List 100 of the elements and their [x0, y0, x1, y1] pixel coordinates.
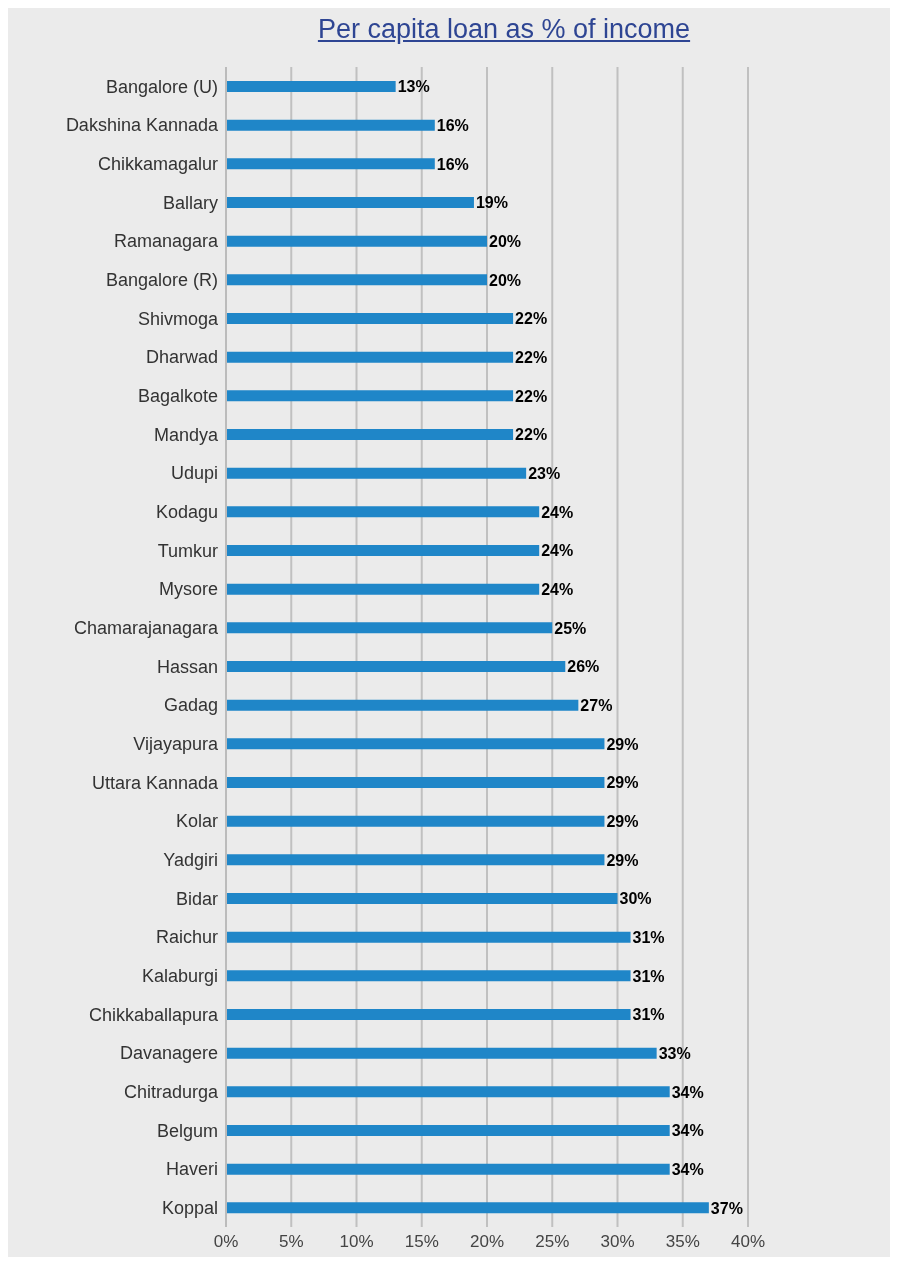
bar — [226, 429, 514, 440]
bar — [226, 158, 435, 170]
y-tick-label: Chitradurga — [123, 1082, 219, 1103]
data-label: 26% — [567, 658, 600, 676]
bar — [226, 931, 631, 943]
bar — [226, 815, 605, 827]
data-label: 25% — [554, 619, 587, 637]
y-tick-label: Chikkamagalur — [97, 154, 218, 175]
bar — [226, 738, 605, 750]
y-tick-label: Ramanagara — [113, 231, 219, 252]
data-label: 31% — [632, 928, 665, 946]
data-label: 29% — [606, 851, 639, 869]
data-label: 34% — [671, 1083, 704, 1101]
x-tick-label: 25% — [535, 1232, 570, 1252]
data-label: 22% — [515, 310, 548, 328]
data-label: 24% — [541, 580, 574, 598]
data-label: 27% — [580, 696, 613, 714]
data-label: 24% — [541, 542, 574, 560]
y-tick-label: Bagalkote — [137, 386, 218, 407]
bar — [226, 854, 605, 866]
bar — [226, 545, 540, 556]
bar — [226, 274, 487, 286]
bar — [226, 81, 396, 92]
y-tick-label: Kalaburgi — [141, 966, 218, 987]
bar — [226, 1086, 670, 1098]
y-tick-label: Chikkaballapura — [88, 1004, 219, 1025]
x-tick-label: 5% — [278, 1232, 304, 1252]
bar — [226, 351, 514, 363]
bar — [226, 893, 618, 904]
y-tick-label: Mandya — [153, 424, 219, 445]
y-tick-label: Uttara Kannada — [91, 772, 219, 793]
y-tick-label: Gadag — [163, 695, 218, 716]
bar — [226, 1202, 709, 1214]
y-tick-label: Koppal — [161, 1198, 218, 1219]
data-label: 22% — [515, 348, 548, 366]
bar — [226, 506, 540, 518]
x-tick-label: 10% — [339, 1232, 374, 1252]
x-tick-label: 15% — [404, 1232, 439, 1252]
data-label: 24% — [541, 503, 574, 521]
y-tick-label: Tumkur — [157, 540, 218, 561]
bar — [226, 622, 553, 634]
y-tick-label: Udupi — [170, 463, 218, 484]
bar — [226, 1047, 657, 1059]
x-tick-label: 30% — [600, 1232, 635, 1252]
data-label: 31% — [632, 1006, 665, 1024]
data-label: 30% — [619, 890, 652, 908]
bar — [226, 119, 435, 131]
chart-title: Per capita loan as % of income — [317, 14, 691, 44]
data-label: 33% — [658, 1044, 691, 1062]
y-tick-label: Vijayapura — [133, 734, 219, 755]
data-label: 31% — [632, 967, 665, 985]
bar — [226, 1009, 631, 1020]
data-label: 34% — [671, 1122, 704, 1140]
y-tick-label: Mysore — [158, 579, 218, 600]
data-label: 23% — [528, 464, 561, 482]
y-tick-label: Kolar — [175, 811, 218, 832]
data-label: 20% — [489, 271, 522, 289]
y-tick-label: Dakshina Kannada — [65, 115, 219, 136]
bar — [226, 699, 579, 711]
data-label: 16% — [436, 116, 469, 134]
bar — [226, 197, 474, 208]
y-tick-label: Raichur — [155, 927, 218, 948]
y-tick-label: Kodagu — [155, 502, 218, 523]
y-tick-label: Haveri — [165, 1159, 218, 1180]
y-tick-label: Bidar — [175, 888, 218, 909]
data-label: 29% — [606, 774, 639, 792]
data-label: 20% — [489, 232, 522, 250]
data-label: 22% — [515, 387, 548, 405]
data-label: 29% — [606, 735, 639, 753]
y-tick-label: Belgum — [156, 1120, 218, 1141]
data-label: 34% — [671, 1160, 704, 1178]
y-tick-label: Bangalore (U) — [105, 76, 218, 97]
y-tick-label: Hassan — [156, 656, 218, 677]
y-tick-label: Bangalore (R) — [105, 270, 218, 291]
y-tick-label: Yadgiri — [163, 850, 218, 871]
x-tick-label: 35% — [665, 1232, 700, 1252]
x-tick-label: 40% — [730, 1232, 766, 1252]
y-tick-label: Ballary — [162, 192, 218, 213]
data-label: 13% — [397, 78, 430, 96]
data-label: 29% — [606, 812, 639, 830]
data-label: 16% — [436, 155, 469, 173]
y-tick-label: Shivmoga — [137, 308, 219, 329]
bar — [226, 467, 527, 479]
bar — [226, 777, 605, 788]
data-label: 22% — [515, 426, 548, 444]
y-tick-label: Dharwad — [145, 347, 218, 368]
y-tick-label: Davanagere — [119, 1043, 218, 1064]
data-label: 37% — [710, 1199, 743, 1217]
y-tick-label: Chamarajanagara — [73, 618, 219, 639]
bar — [226, 1163, 670, 1175]
data-label: 19% — [475, 194, 508, 212]
bar — [226, 661, 566, 672]
x-tick-label: 0% — [213, 1232, 239, 1252]
bar — [226, 235, 487, 247]
bar — [226, 390, 514, 402]
x-tick-label: 20% — [469, 1232, 505, 1252]
bar — [226, 1125, 670, 1136]
bar — [226, 313, 514, 324]
bar — [226, 583, 540, 595]
bar — [226, 970, 631, 982]
